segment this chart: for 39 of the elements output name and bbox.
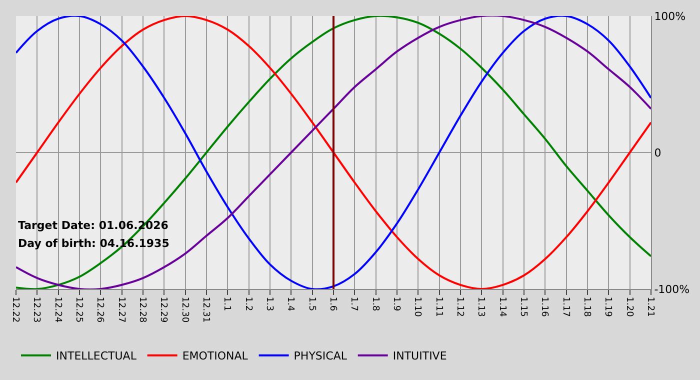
x-tick-label: 1.12 (454, 296, 465, 317)
line-series (16, 16, 651, 289)
legend-label: INTELLECTUAL (56, 350, 138, 363)
x-tick-label: 1.1 (222, 296, 232, 312)
x-tick-label: 1.10 (412, 296, 422, 318)
x-tick-label: 12.27 (116, 296, 126, 323)
x-tick-label: 1.14 (496, 296, 507, 318)
x-tick-label: 1.5 (306, 296, 316, 312)
x-tick-label: 1.16 (539, 296, 550, 318)
legend-label: EMOTIONAL (182, 350, 249, 363)
x-tick-label: 1.9 (391, 296, 402, 312)
x-tick-label: 1.19 (602, 296, 613, 318)
x-tick-label: 1.18 (582, 296, 592, 318)
legend-label: PHYSICAL (294, 350, 348, 363)
x-tick-label: 1.17 (560, 296, 570, 317)
x-tick-label: 1.21 (645, 296, 656, 317)
x-tick-label: 12.29 (158, 296, 168, 323)
x-tick-label: 1.13 (476, 296, 486, 317)
x-tick-label: 12.31 (200, 296, 211, 323)
x-tick-label: 1.7 (348, 296, 359, 312)
x-tick-label: 1.20 (624, 296, 634, 318)
x-tick-label: 1.11 (433, 296, 444, 317)
x-tick-label: 1.15 (518, 296, 528, 317)
x-tick-label: 12.25 (74, 296, 84, 323)
x-tick-label: 12.23 (31, 296, 42, 323)
x-tick-label: 12.30 (179, 296, 190, 323)
x-tick-label: 1.8 (370, 296, 380, 312)
y-tick-label: 100% (654, 10, 686, 23)
x-tick-label: 1.2 (242, 296, 253, 312)
x-tick-label: 1.4 (285, 296, 296, 312)
x-tick-label: 12.22 (10, 296, 20, 323)
legend-label: INTUITIVE (392, 350, 447, 363)
x-tick-label: 12.24 (52, 296, 62, 323)
x-tick-label: 1.3 (264, 296, 274, 312)
x-tick-label: 1.6 (328, 296, 338, 312)
x-tick-label: 12.28 (137, 296, 148, 323)
x-tick-label: 12.26 (94, 296, 105, 323)
y-tick-label: 0 (654, 146, 662, 160)
y-tick-label: -100% (654, 282, 690, 296)
